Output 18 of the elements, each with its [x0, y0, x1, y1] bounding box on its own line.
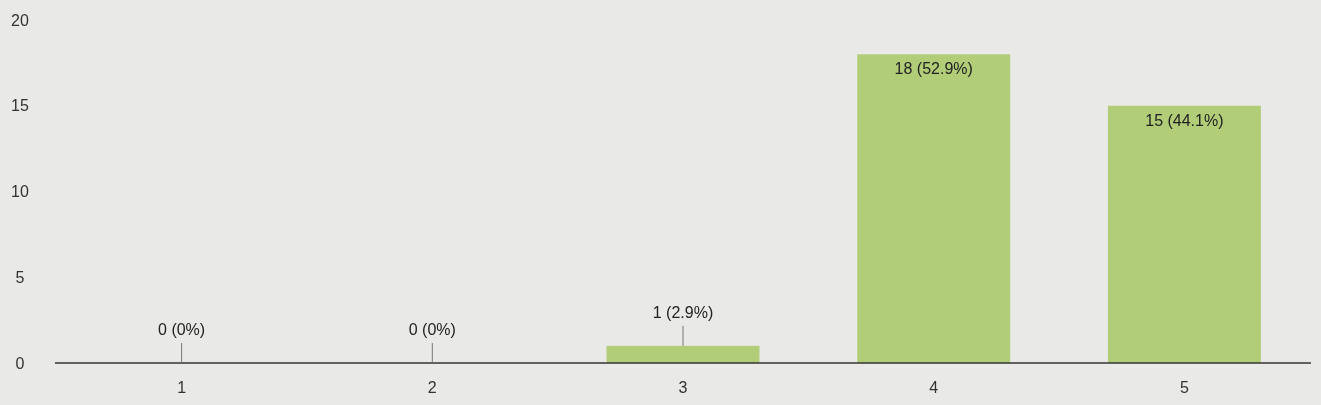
y-tick-label: 10 [11, 183, 29, 201]
data-label: 18 (52.9%) [894, 60, 973, 78]
data-label: 0 (0%) [158, 321, 206, 338]
x-tick-label: 2 [427, 379, 437, 396]
y-tick-label: 0 [15, 354, 25, 372]
bar [1107, 105, 1261, 363]
x-tick-label: 3 [678, 379, 688, 396]
bar [857, 54, 1011, 363]
data-label: 15 (44.1%) [1145, 111, 1224, 129]
data-label: 1 (2.9%) [652, 303, 714, 321]
y-tick-label: 15 [11, 97, 29, 115]
data-label: 0 (0%) [408, 321, 456, 338]
bar [606, 345, 760, 363]
x-tick-label: 1 [177, 379, 187, 396]
x-tick-label: 5 [1179, 379, 1189, 396]
y-tick-label: 5 [15, 268, 25, 286]
y-tick-label: 20 [11, 11, 29, 29]
x-tick-label: 4 [929, 379, 939, 396]
